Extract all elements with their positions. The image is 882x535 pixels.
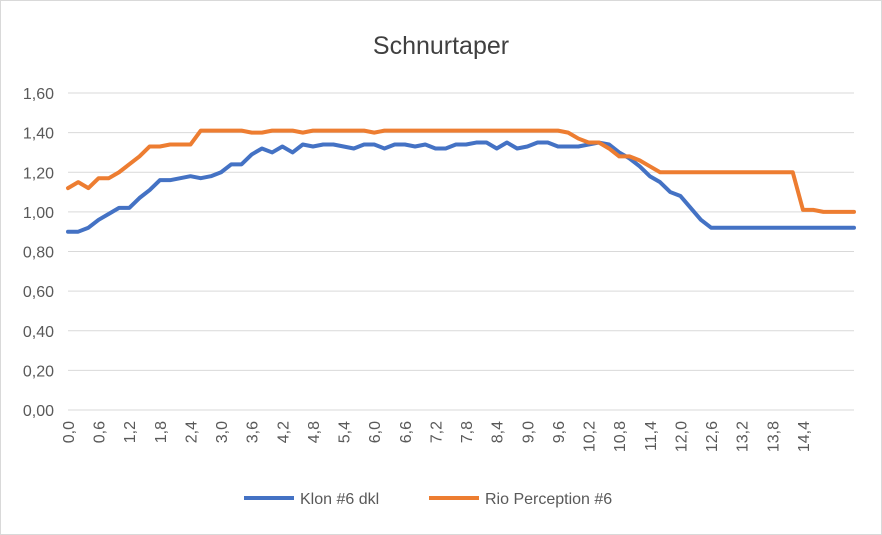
chart-title: Schnurtaper [373,32,509,60]
series-lines [66,128,856,234]
legend: Klon #6 dkl Rio Perception #6 [244,491,612,508]
x-tick-label: 6,0 [367,421,384,443]
x-tick-label: 7,8 [459,421,476,443]
x-tick-label: 0,0 [61,421,78,443]
x-tick-label: 4,8 [306,421,323,443]
x-tick-label: 3,6 [245,421,262,443]
y-tick-label: 0,40 [23,324,54,341]
y-tick-label: 0,80 [23,245,54,262]
x-tick-label: 12,6 [704,421,721,452]
x-tick-label: 0,6 [92,421,109,443]
y-tick-label: 0,20 [23,363,54,380]
x-tick-label: 7,2 [428,421,445,443]
y-tick-label: 0,60 [23,284,54,301]
x-tick-label: 4,2 [275,421,292,443]
x-tick-label: 10,2 [582,421,599,452]
x-axis-ticks: 0,0 0,6 1,2 1,8 2,4 3,0 3,6 4,2 4,8 5,4 6,0 6,6 7,2 7… [61,421,813,452]
x-tick-label: 6,6 [398,421,415,443]
x-tick-label: 2,4 [183,421,200,443]
x-tick-label: 3,0 [214,421,231,443]
y-tick-label: 1,40 [23,126,54,143]
legend-label-klon: Klon #6 dkl [300,491,379,508]
x-tick-label: 1,2 [122,421,139,443]
grid-lines [68,92,854,411]
x-tick-label: 5,4 [337,421,354,443]
legend-label-rio: Rio Perception #6 [485,491,612,508]
y-tick-label: 0,00 [23,403,54,420]
x-tick-label: 13,8 [765,421,782,452]
x-tick-label: 12,0 [673,421,690,452]
x-tick-label: 9,6 [551,421,568,443]
x-tick-label: 10,8 [612,421,629,452]
x-tick-label: 1,8 [153,421,170,443]
series-line-0 [66,140,856,234]
x-tick-label: 14,4 [796,421,813,452]
y-axis-ticks: 0,00 0,20 0,40 0,60 0,80 1,00 1,20 1,40 1,60 [23,86,54,420]
y-tick-label: 1,60 [23,86,54,103]
x-tick-label: 13,2 [735,421,752,452]
x-tick-label: 11,4 [643,421,660,451]
y-tick-label: 1,20 [23,165,54,182]
x-tick-label: 9,0 [520,421,537,443]
y-tick-label: 1,00 [23,205,54,222]
x-tick-label: 8,4 [490,421,507,443]
series-line-1 [66,128,856,214]
